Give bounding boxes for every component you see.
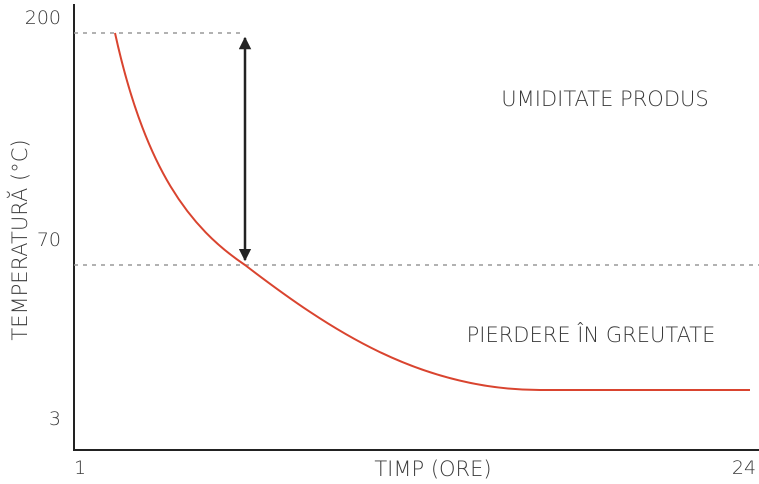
x-axis-label: TIMP (ORE) <box>374 457 491 481</box>
y-mark: 3 <box>49 408 61 430</box>
y-mark: 200 <box>25 7 61 29</box>
x-mark: 24 <box>732 457 756 479</box>
y-axis-label: TEMPERATURĂ (°C) <box>6 139 32 340</box>
annotation: PIERDERE ÎN GREUTATE <box>467 322 716 347</box>
y-mark: 70 <box>37 229 61 251</box>
annotation: UMIDITATE PRODUS <box>501 87 708 111</box>
x-mark: 1 <box>74 457 86 479</box>
curve <box>114 32 750 391</box>
